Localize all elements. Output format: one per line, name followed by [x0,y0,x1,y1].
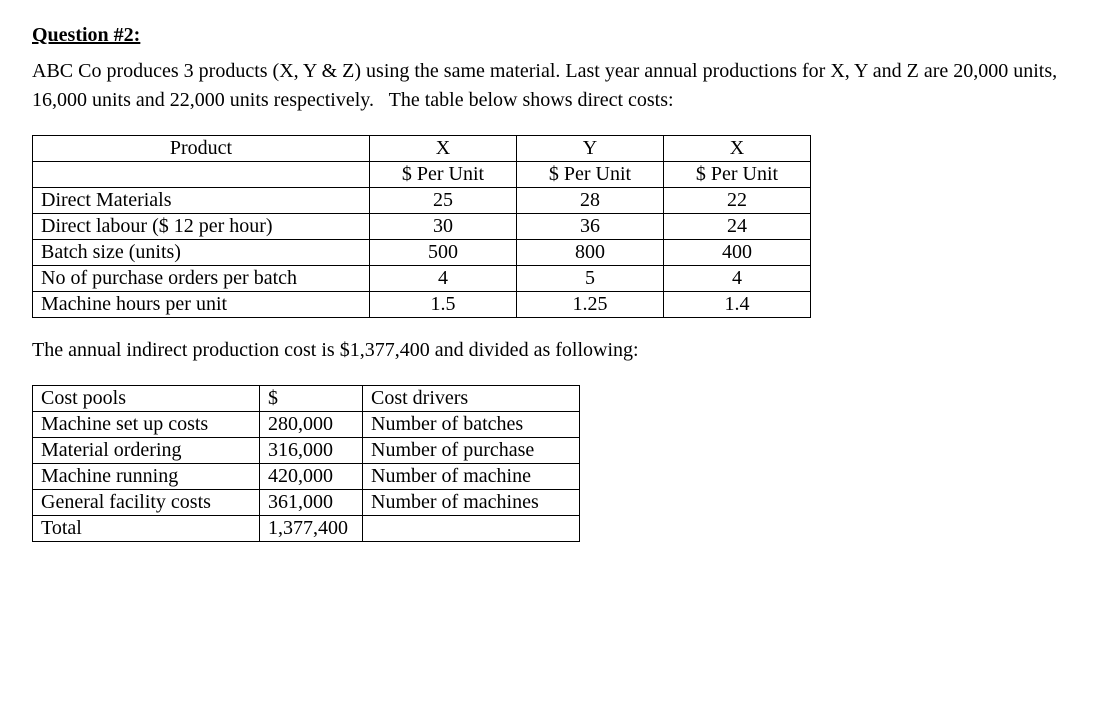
table-row: Direct labour ($ 12 per hour) 30 36 24 [33,214,811,240]
table-row: No of purchase orders per batch 4 5 4 [33,266,811,292]
t2-r3-c2: Number of machines [363,490,580,516]
table-row: Batch size (units) 500 800 400 [33,240,811,266]
t1-r0-c3: 22 [664,188,811,214]
table-row: Direct Materials 25 28 22 [33,188,811,214]
t1-r1-c1: 30 [370,214,517,240]
table1-header-row-1: Product X Y X [33,136,811,162]
t2-r3-c0: General facility costs [33,490,260,516]
t1-r2-c0: Batch size (units) [33,240,370,266]
t2-h-c2: Cost drivers [363,386,580,412]
t1-r3-c1: 4 [370,266,517,292]
t2-r3-c1: 361,000 [260,490,363,516]
t1-h2-c0 [33,162,370,188]
question-heading: Question #2: [32,24,1085,47]
table-row: Machine hours per unit 1.5 1.25 1.4 [33,292,811,318]
t1-r4-c1: 1.5 [370,292,517,318]
t2-h-c0: Cost pools [33,386,260,412]
t2-r1-c0: Material ordering [33,438,260,464]
table-row: Machine running 420,000 Number of machin… [33,464,580,490]
t1-h1-c2: Y [517,136,664,162]
t1-r3-c2: 5 [517,266,664,292]
t2-r0-c2: Number of batches [363,412,580,438]
t1-r0-c2: 28 [517,188,664,214]
t1-r2-c1: 500 [370,240,517,266]
t1-r4-c3: 1.4 [664,292,811,318]
t1-r3-c3: 4 [664,266,811,292]
t1-h1-c0: Product [33,136,370,162]
t1-h1-c3: X [664,136,811,162]
t2-r1-c2: Number of purchase [363,438,580,464]
t2-r4-c2 [363,516,580,542]
t2-r4-c0: Total [33,516,260,542]
t1-r2-c2: 800 [517,240,664,266]
t2-r2-c2: Number of machine [363,464,580,490]
t2-r0-c0: Machine set up costs [33,412,260,438]
t2-r0-c1: 280,000 [260,412,363,438]
t1-r0-c1: 25 [370,188,517,214]
table-row: General facility costs 361,000 Number of… [33,490,580,516]
t1-r4-c0: Machine hours per unit [33,292,370,318]
table-row: Material ordering 316,000 Number of purc… [33,438,580,464]
t1-r2-c3: 400 [664,240,811,266]
t1-h2-c1: $ Per Unit [370,162,517,188]
t2-r2-c0: Machine running [33,464,260,490]
table1-header-row-2: $ Per Unit $ Per Unit $ Per Unit [33,162,811,188]
t2-r2-c1: 420,000 [260,464,363,490]
table-row: Total 1,377,400 [33,516,580,542]
table-row: Machine set up costs 280,000 Number of b… [33,412,580,438]
t1-r3-c0: No of purchase orders per batch [33,266,370,292]
t1-r4-c2: 1.25 [517,292,664,318]
cost-pools-table: Cost pools $ Cost drivers Machine set up… [32,385,580,542]
t2-h-c1: $ [260,386,363,412]
t1-r0-c0: Direct Materials [33,188,370,214]
t1-r1-c2: 36 [517,214,664,240]
t2-r4-c1: 1,377,400 [260,516,363,542]
t1-h1-c1: X [370,136,517,162]
question-intro: ABC Co produces 3 products (X, Y & Z) us… [32,57,1085,115]
mid-text: The annual indirect production cost is $… [32,336,1085,365]
t1-h2-c3: $ Per Unit [664,162,811,188]
t1-r1-c0: Direct labour ($ 12 per hour) [33,214,370,240]
t1-r1-c3: 24 [664,214,811,240]
t2-r1-c1: 316,000 [260,438,363,464]
direct-costs-table: Product X Y X $ Per Unit $ Per Unit $ Pe… [32,135,811,318]
table2-header-row: Cost pools $ Cost drivers [33,386,580,412]
t1-h2-c2: $ Per Unit [517,162,664,188]
